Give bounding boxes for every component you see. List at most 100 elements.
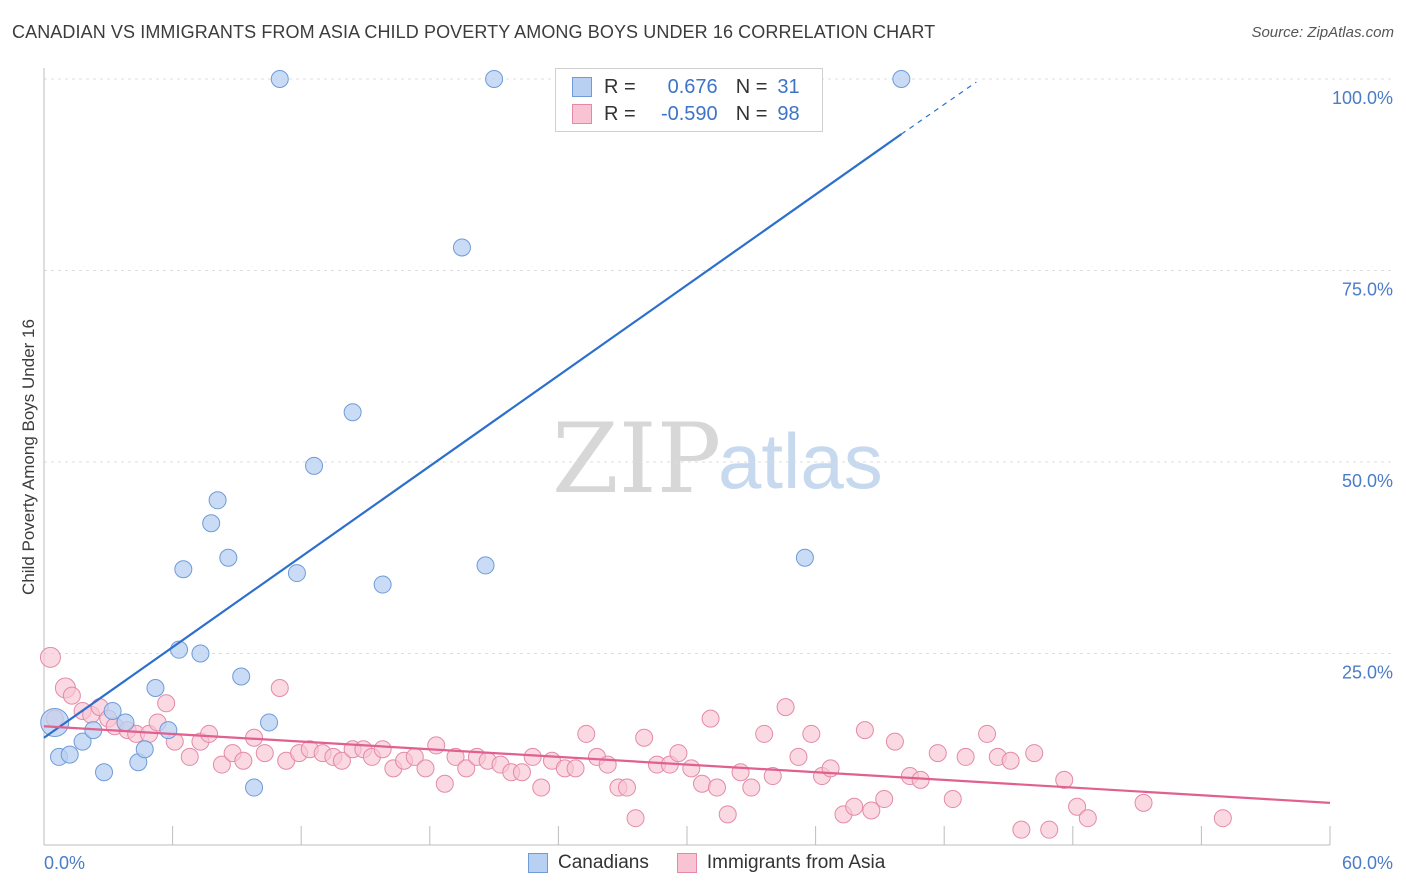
- canadian-point: [260, 713, 279, 732]
- asia-point: [1001, 751, 1020, 770]
- x-tick-label: 0.0%: [44, 853, 85, 873]
- canadian-point: [373, 575, 392, 594]
- x-tick-label: 60.0%: [1342, 853, 1393, 873]
- canadians-swatch: [528, 853, 548, 873]
- legend-row-canadians: R = 0.676 N = 31: [572, 74, 800, 100]
- asia-point: [731, 763, 750, 782]
- asia-point: [928, 744, 947, 763]
- asia-point: [416, 759, 435, 778]
- asia-point: [270, 678, 289, 697]
- canadian-point: [73, 732, 92, 751]
- asia-point: [845, 797, 864, 816]
- canadian-point: [287, 564, 306, 583]
- asia-point: [617, 778, 636, 797]
- asia-point: [742, 778, 761, 797]
- asia-point: [332, 751, 351, 770]
- canadian-point: [135, 740, 154, 759]
- canadian-point: [146, 678, 165, 697]
- canadians-trend-extension: [900, 81, 977, 135]
- canadian-point: [232, 667, 251, 686]
- asia-point: [635, 728, 654, 747]
- tick-labels: 25.0% 50.0% 75.0% 100.0% 0.0% 60.0%: [44, 88, 1393, 873]
- canadian-point: [305, 456, 324, 475]
- canadian-point: [892, 70, 911, 88]
- legend-n-value: 98: [777, 102, 800, 125]
- watermark: ZIP atlas: [552, 403, 883, 515]
- canadian-points: [40, 70, 911, 797]
- canadian-point: [219, 548, 238, 567]
- legend-item-asia: Immigrants from Asia: [676, 852, 885, 874]
- asia-point: [789, 747, 808, 766]
- asia-point: [755, 724, 774, 743]
- asia-point: [626, 809, 645, 828]
- canadian-point: [208, 491, 227, 510]
- asia-point: [1068, 797, 1087, 816]
- asia-point: [1055, 770, 1074, 789]
- watermark-atlas: atlas: [718, 417, 883, 505]
- asia-point: [435, 774, 454, 793]
- asia-trend-line: [43, 725, 1331, 804]
- asia-points: [39, 646, 1232, 839]
- legend-n-label: N =: [735, 102, 768, 125]
- asia-point: [1040, 820, 1059, 839]
- asia-point: [862, 801, 881, 820]
- asia-point: [802, 724, 821, 743]
- series-legend: Canadians Immigrants from Asia: [528, 852, 913, 874]
- trend-lines: [43, 81, 1331, 804]
- asia-point: [157, 694, 176, 713]
- asia-point: [373, 740, 392, 759]
- asia-point: [427, 736, 446, 755]
- canadian-point: [40, 707, 70, 737]
- asia-point: [234, 751, 253, 770]
- y-tick-label: 25.0%: [1342, 663, 1393, 683]
- asia-point: [523, 747, 542, 766]
- asia-point: [669, 744, 688, 763]
- legend-label-canadians: Canadians: [558, 852, 649, 873]
- legend-n-label: N =: [735, 75, 768, 98]
- source-label: Source: ZipAtlas.com: [1251, 24, 1394, 41]
- asia-point: [776, 698, 795, 717]
- canadians-swatch: [572, 77, 592, 97]
- asia-point: [446, 747, 465, 766]
- asia-point: [718, 805, 737, 824]
- asia-point: [978, 724, 997, 743]
- canadians-trend-line: [43, 133, 902, 739]
- asia-point: [566, 759, 585, 778]
- asia-point: [1213, 809, 1232, 828]
- canadian-point: [191, 644, 210, 663]
- asia-point: [1025, 744, 1044, 763]
- asia-point: [682, 759, 701, 778]
- asia-point: [577, 724, 596, 743]
- canadian-point: [202, 514, 221, 533]
- y-tick-label: 75.0%: [1342, 280, 1393, 300]
- canadian-point: [270, 70, 289, 88]
- canadian-point: [103, 701, 122, 720]
- legend-r-value: -0.590: [660, 102, 718, 125]
- canadian-point: [452, 238, 471, 257]
- asia-point: [763, 767, 782, 786]
- asia-point: [212, 755, 231, 774]
- asia-point: [875, 790, 894, 809]
- asia-point: [855, 721, 874, 740]
- asia-point: [1012, 820, 1031, 839]
- canadian-point: [476, 556, 495, 575]
- legend-row-asia: R = -0.590 N = 98: [572, 101, 800, 127]
- asia-swatch: [572, 104, 592, 124]
- legend-item-canadians: Canadians: [528, 852, 649, 874]
- asia-point: [512, 763, 531, 782]
- legend-r-label: R =: [604, 75, 636, 98]
- correlation-legend: R = 0.676 N = 31 R = -0.590 N = 98: [555, 68, 823, 132]
- legend-r-value: 0.676: [667, 75, 718, 98]
- asia-point: [701, 709, 720, 728]
- asia-point: [532, 778, 551, 797]
- canadian-point: [174, 560, 193, 579]
- asia-point: [255, 744, 274, 763]
- asia-point: [693, 774, 712, 793]
- canadian-point: [95, 763, 114, 782]
- canadian-point: [60, 745, 79, 764]
- asia-point: [1078, 809, 1097, 828]
- asia-point: [200, 724, 219, 743]
- asia-point: [62, 686, 81, 705]
- legend-n-value: 31: [777, 75, 800, 98]
